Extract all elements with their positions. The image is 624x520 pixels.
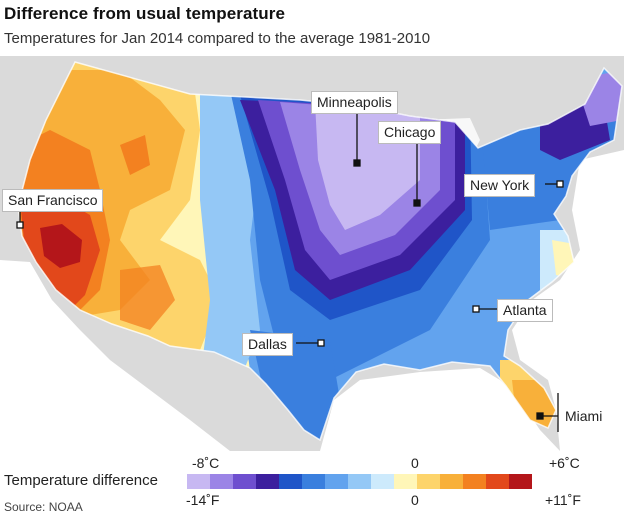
- legend-fahrenheit-max: +11˚F: [545, 492, 581, 508]
- legend-celsius-max: +6˚C: [549, 455, 580, 471]
- miami-marker: [536, 412, 544, 420]
- city-label-miami: Miami: [565, 408, 603, 424]
- legend-swatch-2: [233, 474, 256, 489]
- legend-swatch-11: [440, 474, 463, 489]
- city-label-minneapolis: Minneapolis: [311, 91, 398, 114]
- legend-swatch-6: [325, 474, 348, 489]
- legend-swatch-1: [210, 474, 233, 489]
- city-label-chicago: Chicago: [378, 121, 442, 144]
- legend-swatch-3: [256, 474, 279, 489]
- atlanta-marker: [472, 305, 480, 313]
- legend-swatch-9: [394, 474, 417, 489]
- atlantic-water: [512, 150, 624, 451]
- newyork-marker: [556, 180, 564, 188]
- source-note: Source: NOAA: [4, 500, 83, 514]
- city-label-dallas: Dallas: [242, 333, 293, 356]
- legend-title: Temperature difference: [4, 472, 158, 489]
- legend-celsius-min: -8˚C: [192, 455, 220, 471]
- map-title: Difference from usual temperature: [4, 4, 286, 23]
- water-body: [0, 260, 230, 451]
- legend-swatch-7: [348, 474, 371, 489]
- legend-fahrenheit-mid: 0: [411, 492, 419, 508]
- chicago-marker: [413, 199, 421, 207]
- idaho-warm: [120, 135, 150, 175]
- temperature-map: [0, 56, 624, 451]
- legend-swatch-13: [486, 474, 509, 489]
- legend-swatch-0: [187, 474, 210, 489]
- legend-swatch-14: [509, 474, 532, 489]
- gulf-water: [320, 368, 560, 451]
- legend-swatch-8: [371, 474, 394, 489]
- minneapolis-marker: [353, 159, 361, 167]
- map-subtitle: Temperatures for Jan 2014 compared to th…: [4, 30, 431, 47]
- west-darkred: [40, 224, 82, 268]
- legend-swatch-4: [279, 474, 302, 489]
- southwest-warm: [120, 265, 175, 330]
- legend-swatch-5: [302, 474, 325, 489]
- city-label-new-york: New York: [464, 174, 536, 197]
- dallas-marker: [317, 339, 325, 347]
- legend-celsius-mid: 0: [411, 455, 419, 471]
- legend-fahrenheit-min: -14˚F: [186, 492, 220, 508]
- city-label-atlanta: Atlanta: [497, 299, 553, 322]
- city-label-san-francisco: San Francisco: [2, 189, 104, 212]
- legend-swatch-12: [463, 474, 486, 489]
- legend-swatch-10: [417, 474, 440, 489]
- sanfrancisco-marker: [16, 221, 24, 229]
- us-outline: [17, 61, 623, 442]
- legend-color-bar: [187, 474, 532, 489]
